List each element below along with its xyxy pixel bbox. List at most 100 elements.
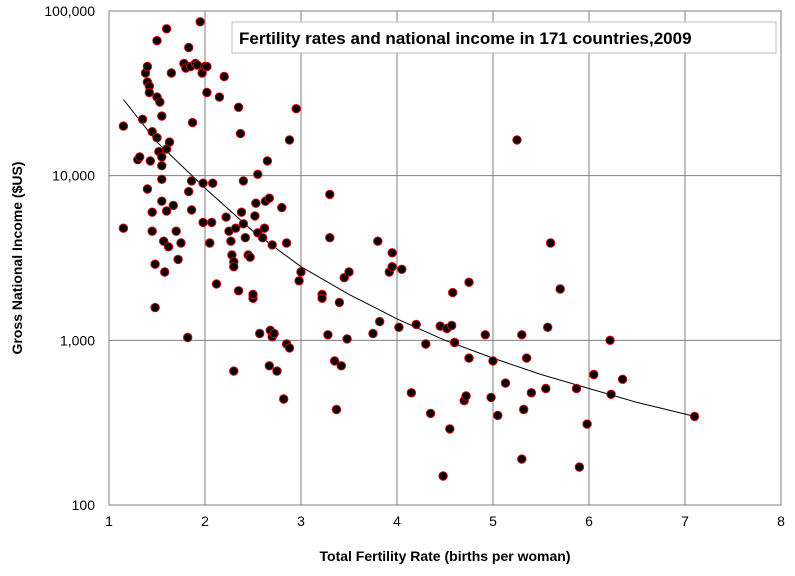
data-point bbox=[233, 102, 244, 113]
data-point bbox=[229, 262, 239, 272]
data-point bbox=[406, 388, 417, 398]
data-point bbox=[449, 337, 460, 348]
data-point bbox=[394, 322, 404, 332]
data-point bbox=[421, 339, 431, 349]
x-tick-label: 7 bbox=[681, 513, 689, 529]
data-point bbox=[464, 353, 474, 363]
data-point bbox=[195, 17, 205, 27]
data-point bbox=[284, 343, 295, 353]
data-point bbox=[517, 330, 527, 340]
data-point bbox=[150, 259, 160, 269]
data-point bbox=[519, 404, 529, 415]
data-point bbox=[161, 24, 172, 34]
data-point bbox=[331, 404, 342, 415]
data-point bbox=[267, 240, 277, 250]
data-point bbox=[238, 176, 249, 186]
data-point bbox=[571, 383, 582, 394]
data-point bbox=[240, 233, 251, 243]
x-tick-label: 3 bbox=[297, 513, 305, 529]
data-point bbox=[325, 189, 335, 200]
data-point bbox=[145, 156, 156, 166]
data-point bbox=[118, 223, 129, 233]
data-point bbox=[445, 424, 455, 434]
data-point bbox=[144, 87, 155, 98]
data-point bbox=[142, 184, 153, 194]
data-point bbox=[208, 178, 218, 188]
data-point bbox=[202, 61, 212, 72]
data-point bbox=[387, 262, 397, 272]
data-point bbox=[480, 330, 490, 340]
data-point bbox=[574, 462, 585, 472]
x-tick-label: 1 bbox=[105, 513, 113, 529]
data-point bbox=[262, 156, 273, 166]
data-point bbox=[447, 320, 457, 331]
data-point bbox=[543, 322, 553, 332]
data-point bbox=[257, 233, 268, 243]
data-point bbox=[279, 394, 289, 404]
data-point bbox=[211, 279, 222, 289]
data-point bbox=[253, 169, 263, 180]
data-point bbox=[541, 383, 551, 394]
data-point bbox=[617, 374, 628, 384]
data-point bbox=[147, 207, 157, 217]
data-point bbox=[425, 408, 436, 419]
data-point bbox=[325, 233, 335, 243]
data-point bbox=[387, 248, 397, 258]
data-point bbox=[294, 276, 304, 286]
data-point bbox=[281, 238, 292, 248]
data-point bbox=[277, 202, 287, 213]
data-point bbox=[176, 238, 186, 248]
data-point bbox=[291, 104, 301, 114]
data-point bbox=[168, 200, 179, 211]
data-point bbox=[198, 217, 208, 228]
data-point bbox=[605, 335, 615, 345]
data-point bbox=[171, 226, 181, 236]
data-point bbox=[375, 316, 385, 327]
data-point bbox=[207, 217, 217, 228]
data-point bbox=[164, 137, 175, 147]
y-tick-label: 100,000 bbox=[44, 3, 95, 19]
data-point bbox=[163, 242, 174, 252]
data-point bbox=[155, 97, 165, 107]
data-point bbox=[689, 411, 700, 422]
data-point bbox=[555, 284, 565, 294]
data-point bbox=[464, 277, 474, 287]
y-tick-labels: 100 1,000 10,000 100,000 bbox=[44, 3, 95, 513]
data-point bbox=[221, 212, 231, 222]
data-point bbox=[264, 361, 274, 371]
data-point bbox=[411, 319, 421, 330]
data-point bbox=[368, 328, 378, 339]
data-point bbox=[342, 334, 352, 344]
data-point bbox=[397, 264, 407, 274]
data-point bbox=[219, 71, 229, 82]
data-point bbox=[202, 87, 212, 98]
data-point bbox=[264, 193, 274, 203]
data-point bbox=[500, 378, 511, 388]
data-point bbox=[137, 114, 148, 125]
data-point bbox=[135, 152, 145, 162]
y-tick-label: 100 bbox=[72, 497, 96, 513]
data-point bbox=[157, 161, 167, 171]
data-point bbox=[160, 267, 170, 277]
data-point bbox=[317, 293, 327, 303]
data-point bbox=[214, 92, 225, 102]
data-point bbox=[186, 176, 197, 186]
chart-title: Fertility rates and national income in 1… bbox=[239, 29, 692, 48]
data-point bbox=[438, 471, 448, 481]
data-point bbox=[582, 419, 592, 429]
data-point bbox=[157, 111, 167, 121]
data-point bbox=[323, 330, 333, 340]
data-point bbox=[589, 369, 599, 380]
y-tick-label: 10,000 bbox=[52, 168, 95, 184]
data-point bbox=[186, 205, 197, 215]
x-tick-label: 4 bbox=[393, 513, 401, 529]
x-tick-label: 6 bbox=[585, 513, 593, 529]
data-point bbox=[334, 297, 345, 308]
data-point bbox=[184, 186, 194, 197]
data-point bbox=[229, 366, 239, 376]
data-point bbox=[205, 238, 215, 248]
data-points bbox=[118, 17, 700, 481]
y-tick-label: 1,000 bbox=[60, 332, 95, 348]
data-point bbox=[152, 36, 162, 46]
data-point bbox=[183, 332, 193, 343]
